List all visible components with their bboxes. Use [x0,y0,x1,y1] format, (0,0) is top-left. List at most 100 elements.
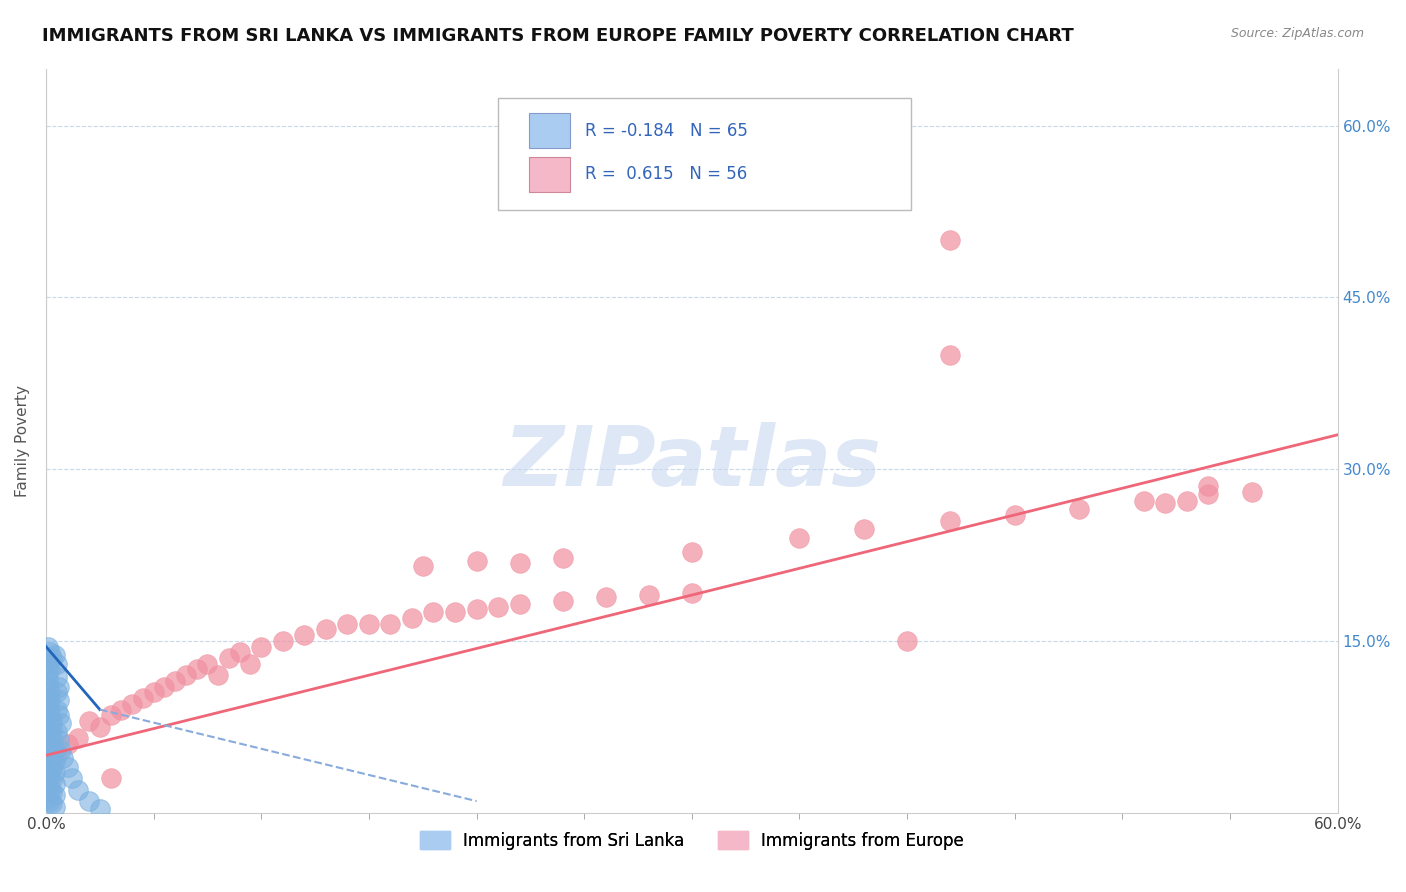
Point [239,657,262,671]
Point [551,551,574,566]
Point [39,782,62,797]
Point [39,705,62,719]
Point [153,680,176,694]
Point [1240,485,1263,500]
Point [77,794,100,808]
Point [41,785,63,799]
Point [37,680,59,694]
Point [45,685,67,699]
Point [67,731,90,746]
Point [595,591,617,605]
Point [39,748,62,763]
Point [41,773,63,788]
Point [41,714,63,728]
FancyBboxPatch shape [498,98,911,210]
Point [37,716,59,731]
Point [1175,494,1198,508]
Point [444,605,467,619]
Point [44,648,66,662]
FancyBboxPatch shape [529,113,571,148]
Point [465,554,488,568]
Point [1198,487,1220,501]
Point [45,670,67,684]
Point [37,779,59,793]
Point [896,633,918,648]
Point [45,748,67,763]
Point [37,697,59,711]
Point [39,710,62,724]
Point [681,544,703,558]
Point [39,728,62,742]
Point [39,720,62,734]
Point [218,651,240,665]
Point [186,663,208,677]
Point [1069,502,1091,516]
Point [41,731,63,746]
Point [39,737,62,751]
Point [37,725,59,739]
Point [789,531,811,545]
Point [45,657,67,671]
Point [48,733,70,747]
Text: ZIPatlas: ZIPatlas [503,422,880,503]
Point [197,657,219,671]
Point [1133,494,1156,508]
Point [37,673,59,688]
Point [37,733,59,747]
Point [41,750,63,764]
Point [1154,496,1177,510]
Point [292,628,315,642]
Point [486,599,509,614]
FancyBboxPatch shape [529,157,571,192]
Point [77,714,100,728]
Text: IMMIGRANTS FROM SRI LANKA VS IMMIGRANTS FROM EUROPE FAMILY POVERTY CORRELATION C: IMMIGRANTS FROM SRI LANKA VS IMMIGRANTS … [42,27,1074,45]
Point [44,789,66,803]
Text: Source: ZipAtlas.com: Source: ZipAtlas.com [1230,27,1364,40]
Point [509,597,531,611]
Point [100,771,122,785]
Point [37,756,59,771]
Point [939,348,962,362]
Point [49,716,72,731]
Point [44,765,66,780]
Point [174,668,197,682]
Point [41,722,63,736]
Point [315,623,337,637]
Point [681,586,703,600]
Point [39,760,62,774]
Point [142,685,165,699]
Point [56,737,79,751]
Point [121,697,143,711]
Point [44,800,66,814]
Point [250,640,273,654]
Point [110,702,132,716]
Point [1004,508,1026,522]
Point [37,640,59,654]
Point [412,559,434,574]
Point [939,514,962,528]
Point [637,588,659,602]
Text: R = -0.184   N = 65: R = -0.184 N = 65 [585,121,748,139]
Point [39,645,62,659]
Point [52,750,75,764]
Point [39,794,62,808]
Point [228,645,250,659]
Point [37,657,59,671]
Point [56,760,79,774]
Point [44,742,66,756]
Point [551,594,574,608]
Point [45,725,67,739]
Point [89,802,111,816]
Point [401,611,423,625]
Point [41,651,63,665]
Point [939,233,962,247]
Point [41,739,63,753]
Legend: Immigrants from Sri Lanka, Immigrants from Europe: Immigrants from Sri Lanka, Immigrants fr… [413,825,970,856]
Y-axis label: Family Poverty: Family Poverty [15,384,30,497]
Point [380,616,402,631]
Point [60,771,83,785]
Point [509,556,531,570]
Point [39,693,62,707]
Point [37,790,59,805]
Point [41,762,63,776]
